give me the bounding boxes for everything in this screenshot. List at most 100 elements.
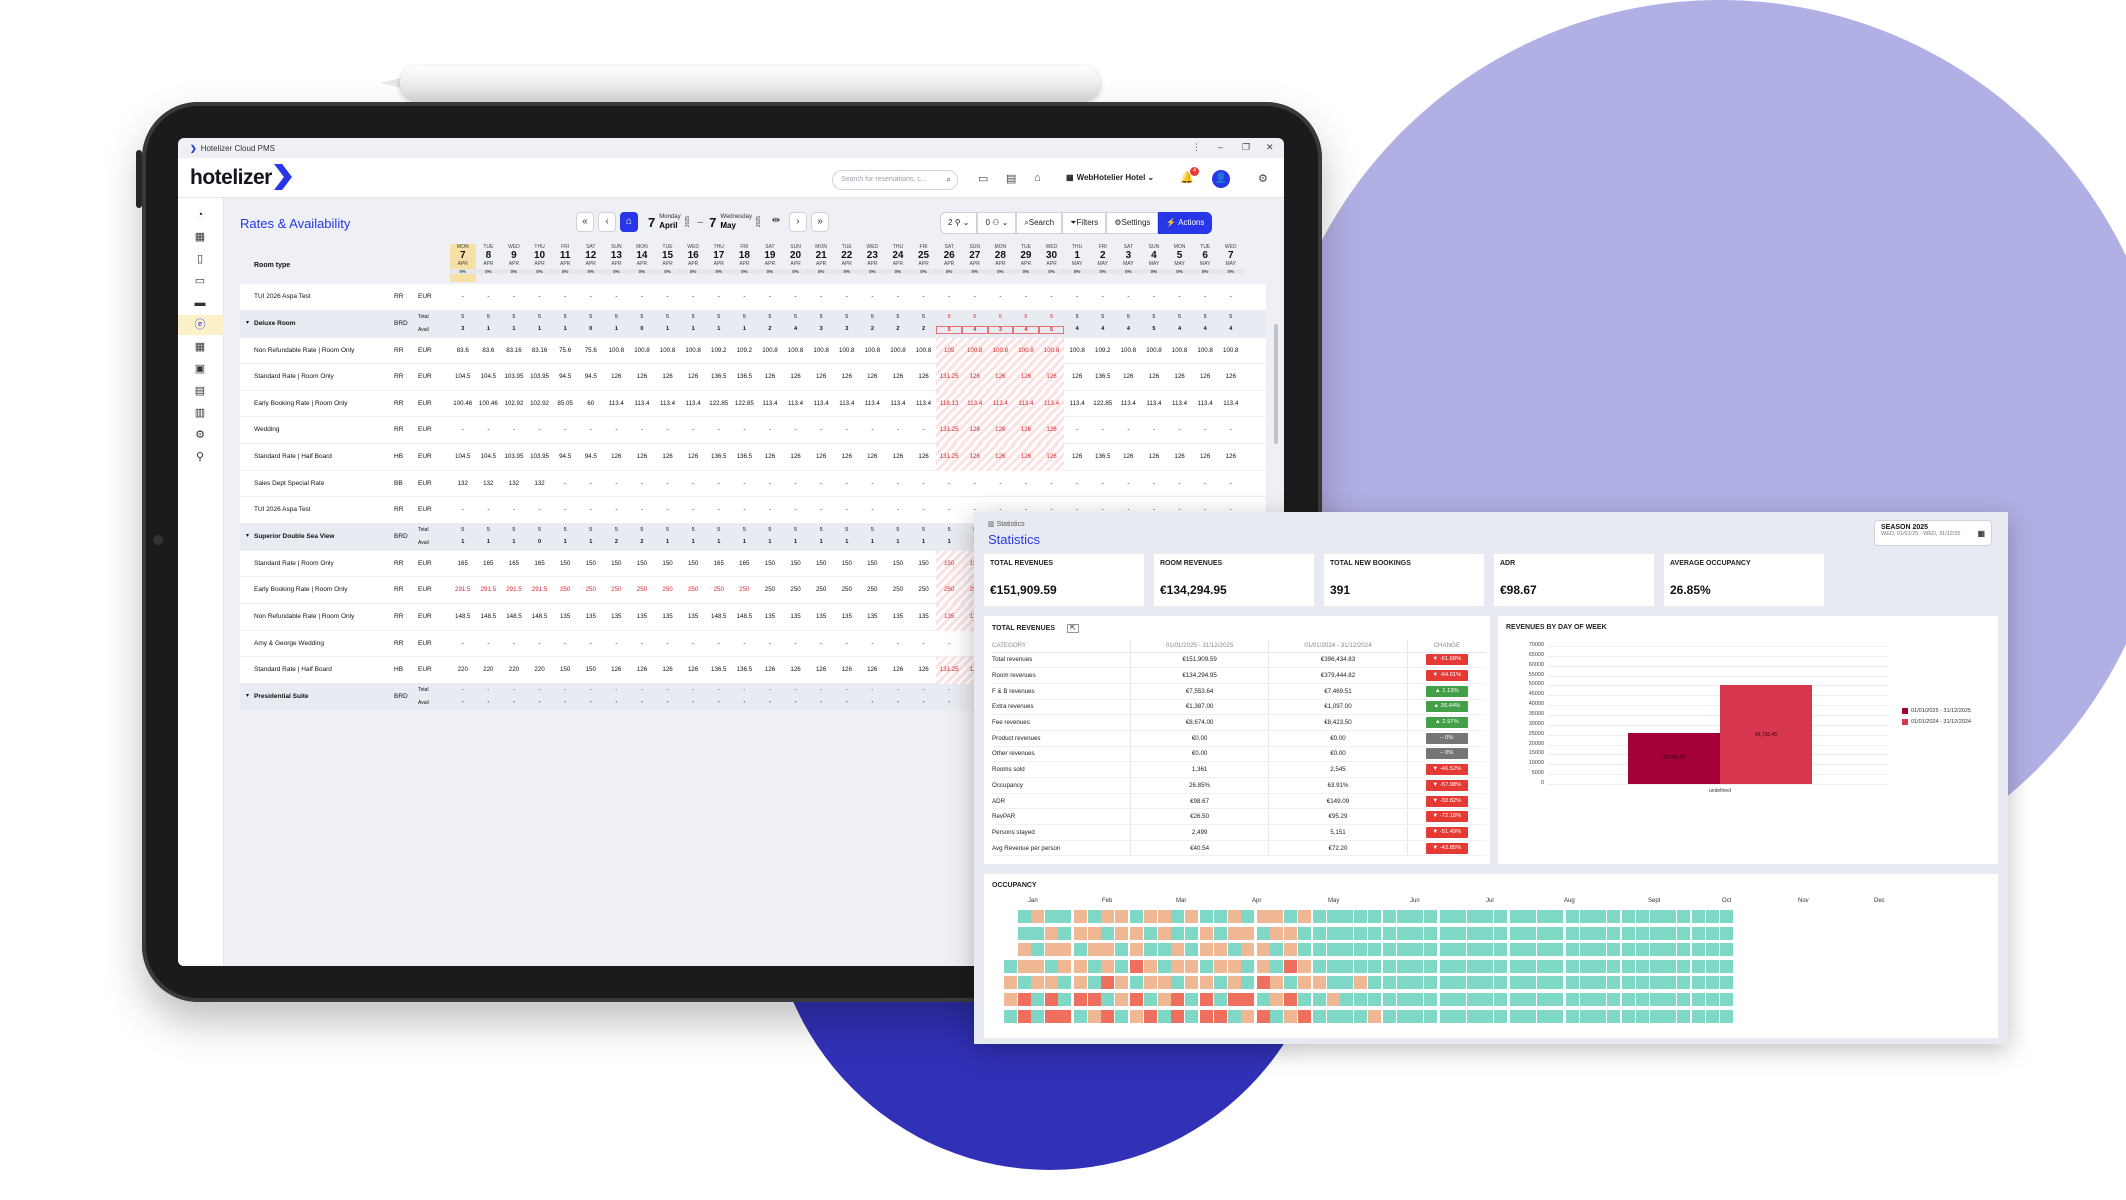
day-header[interactable]: WED 30 APR 0% xyxy=(1038,244,1065,282)
rate-cell[interactable]: 126 xyxy=(892,453,904,460)
day-header[interactable]: WED 16 APR 0% xyxy=(680,244,706,282)
avail-cell[interactable]: - xyxy=(769,698,771,705)
rate-cell[interactable]: - xyxy=(538,293,541,300)
rate-cell[interactable]: - xyxy=(640,506,643,514)
export-icon[interactable]: ⇱ xyxy=(1066,624,1079,633)
user-avatar-icon[interactable]: 👤 xyxy=(1212,170,1230,188)
rate-cell[interactable]: 126 xyxy=(1148,453,1160,460)
rate-cell[interactable]: 132 xyxy=(483,479,494,487)
rate-cell[interactable]: 150 xyxy=(585,559,596,567)
rate-cell[interactable]: - xyxy=(1050,506,1053,514)
day-header[interactable]: SUN 13 APR 0% xyxy=(603,244,630,282)
rate-cell[interactable]: 126 xyxy=(1071,373,1083,381)
rate-cell[interactable]: 135 xyxy=(585,613,596,620)
rate-cell[interactable]: 150 xyxy=(867,559,878,567)
avail-cell[interactable]: - xyxy=(461,698,464,705)
rate-cell[interactable]: - xyxy=(922,426,925,434)
rate-cell[interactable]: 103.95 xyxy=(530,453,550,460)
rate-cell[interactable]: 136.5 xyxy=(736,453,753,460)
rate-cell[interactable]: - xyxy=(973,293,976,300)
rate-cell[interactable]: 250 xyxy=(764,586,776,594)
actions-button[interactable]: ⚡ Actions xyxy=(1158,212,1213,234)
rate-cell[interactable]: - xyxy=(1024,479,1027,487)
rate-cell[interactable]: - xyxy=(922,639,925,647)
rate-cell[interactable]: 126 xyxy=(995,373,1006,381)
rate-plan-row[interactable]: Early Booking Rate | Room Only RR EUR 100.4… xyxy=(240,390,1266,418)
rate-cell[interactable]: 105 xyxy=(943,346,955,354)
rate-cell[interactable]: 75.6 xyxy=(584,346,597,354)
receipt-icon[interactable]: ▤ xyxy=(1006,173,1017,185)
rate-cell[interactable]: 126 xyxy=(611,373,622,381)
avail-cell[interactable]: - xyxy=(794,698,797,705)
rate-cell[interactable]: - xyxy=(794,426,797,434)
rate-cell[interactable]: 148.5 xyxy=(480,613,497,620)
rate-cell[interactable]: 165 xyxy=(508,559,520,567)
rate-cell[interactable]: - xyxy=(768,479,771,487)
rate-cell[interactable]: - xyxy=(768,506,771,514)
avail-cell[interactable]: 1 xyxy=(819,538,823,545)
rate-cell[interactable]: 126 xyxy=(790,666,801,674)
rate-cell[interactable]: - xyxy=(692,639,695,647)
rate-plan-row[interactable]: Non Refundable Rate | Room Only RR EUR 83.6… xyxy=(240,337,1266,365)
global-search-input[interactable]: Search for reservations, c... ⌕ xyxy=(832,170,958,190)
avail-cell[interactable]: 5 xyxy=(1038,325,1065,334)
rate-cell[interactable]: 126 xyxy=(662,666,673,674)
rate-cell[interactable]: 250 xyxy=(611,586,622,594)
rate-cell[interactable]: 136.5 xyxy=(711,373,727,381)
rate-cell[interactable]: - xyxy=(794,479,797,487)
day-header[interactable]: FRI 2 MAY 0% xyxy=(1090,244,1116,282)
prev-week-button[interactable]: ‹ xyxy=(598,212,616,232)
rate-cell[interactable]: 126 xyxy=(867,373,878,381)
day-header[interactable]: SUN 4 MAY 0% xyxy=(1141,244,1167,282)
rate-cell[interactable]: 250 xyxy=(636,586,648,594)
rate-cell[interactable]: - xyxy=(717,426,720,434)
rate-cell[interactable]: - xyxy=(640,426,643,434)
rate-cell[interactable]: - xyxy=(948,479,951,487)
avail-cell[interactable]: - xyxy=(897,698,899,705)
avail-cell[interactable]: - xyxy=(845,698,848,705)
rate-cell[interactable]: - xyxy=(1178,506,1181,514)
avail-cell[interactable]: 4 xyxy=(1178,325,1182,332)
avail-cell[interactable]: 0 xyxy=(538,538,542,545)
rate-cell[interactable]: 136.5 xyxy=(1095,453,1111,460)
rate-cell[interactable]: - xyxy=(640,639,643,647)
rate-cell[interactable]: - xyxy=(871,639,874,647)
rate-cell[interactable]: 126 xyxy=(1174,453,1185,460)
more-icon[interactable]: ⋮ xyxy=(1192,142,1201,152)
avail-cell[interactable]: 1 xyxy=(512,538,516,545)
rate-cell[interactable]: - xyxy=(589,639,592,647)
rate-cell[interactable]: 135 xyxy=(943,613,955,620)
rate-cell[interactable]: 109.2 xyxy=(711,346,727,354)
rate-cell[interactable]: - xyxy=(461,293,464,300)
rate-cell[interactable]: - xyxy=(666,426,669,434)
hotel-selector[interactable]: ▦ WebHotelier Hotel ⌄ xyxy=(1066,173,1154,182)
rate-cell[interactable]: 150 xyxy=(611,559,622,567)
day-header[interactable]: THU 17 APR 0% xyxy=(706,244,732,282)
range-width-icon[interactable]: ⇹ xyxy=(771,215,781,226)
rate-cell[interactable]: 126 xyxy=(1148,373,1160,381)
rate-cell[interactable]: 220 xyxy=(508,666,520,674)
day-header[interactable]: FRI 25 APR 0% xyxy=(910,244,937,282)
rate-cell[interactable]: - xyxy=(845,639,848,647)
rate-cell[interactable]: 126 xyxy=(918,453,929,460)
revenue-bar[interactable] xyxy=(1720,685,1812,784)
rate-cell[interactable]: 291.5 xyxy=(506,586,522,594)
rate-cell[interactable]: - xyxy=(1101,293,1104,300)
rate-cell[interactable]: 250 xyxy=(943,586,955,594)
avail-cell[interactable]: 1 xyxy=(794,538,798,545)
rate-cell[interactable]: 100.8 xyxy=(608,346,625,354)
rate-cell[interactable]: - xyxy=(615,506,618,514)
rate-cell[interactable]: 94.5 xyxy=(584,453,597,460)
rate-cell[interactable]: - xyxy=(794,506,797,514)
rate-cell[interactable]: 126 xyxy=(867,666,878,674)
avail-cell[interactable]: 5 xyxy=(936,325,962,334)
rate-cell[interactable]: - xyxy=(564,479,567,487)
rate-cell[interactable]: - xyxy=(589,426,592,434)
rate-cell[interactable]: - xyxy=(1152,479,1155,487)
inbox-icon[interactable]: ▭ xyxy=(194,275,206,287)
rate-cell[interactable]: 126 xyxy=(790,453,801,460)
rate-cell[interactable]: 150 xyxy=(636,559,648,567)
rate-cell[interactable]: 126 xyxy=(867,453,878,460)
rate-cell[interactable]: 100.8 xyxy=(813,346,829,354)
day-header[interactable]: MON 28 APR 0% xyxy=(987,244,1014,282)
